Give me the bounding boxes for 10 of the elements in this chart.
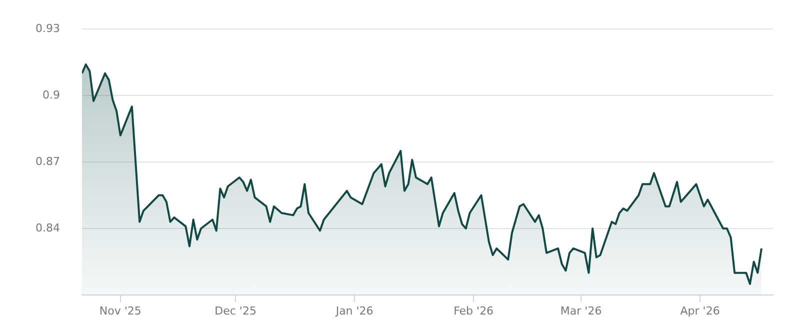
y-tick-label: 0.84 — [36, 221, 60, 234]
x-tick-label: Dec '25 — [214, 304, 256, 318]
y-tick-label: 0.87 — [36, 154, 60, 168]
x-tick-label: Feb '26 — [454, 304, 494, 318]
x-tick-label: Nov '25 — [99, 304, 142, 318]
x-tick-label: Jan '26 — [334, 304, 374, 318]
y-tick-label: 0.9 — [42, 88, 60, 102]
x-tick-label: Mar '26 — [560, 304, 602, 318]
x-tick-label: Apr '26 — [680, 304, 720, 318]
y-tick-label: 0.93 — [36, 22, 60, 35]
